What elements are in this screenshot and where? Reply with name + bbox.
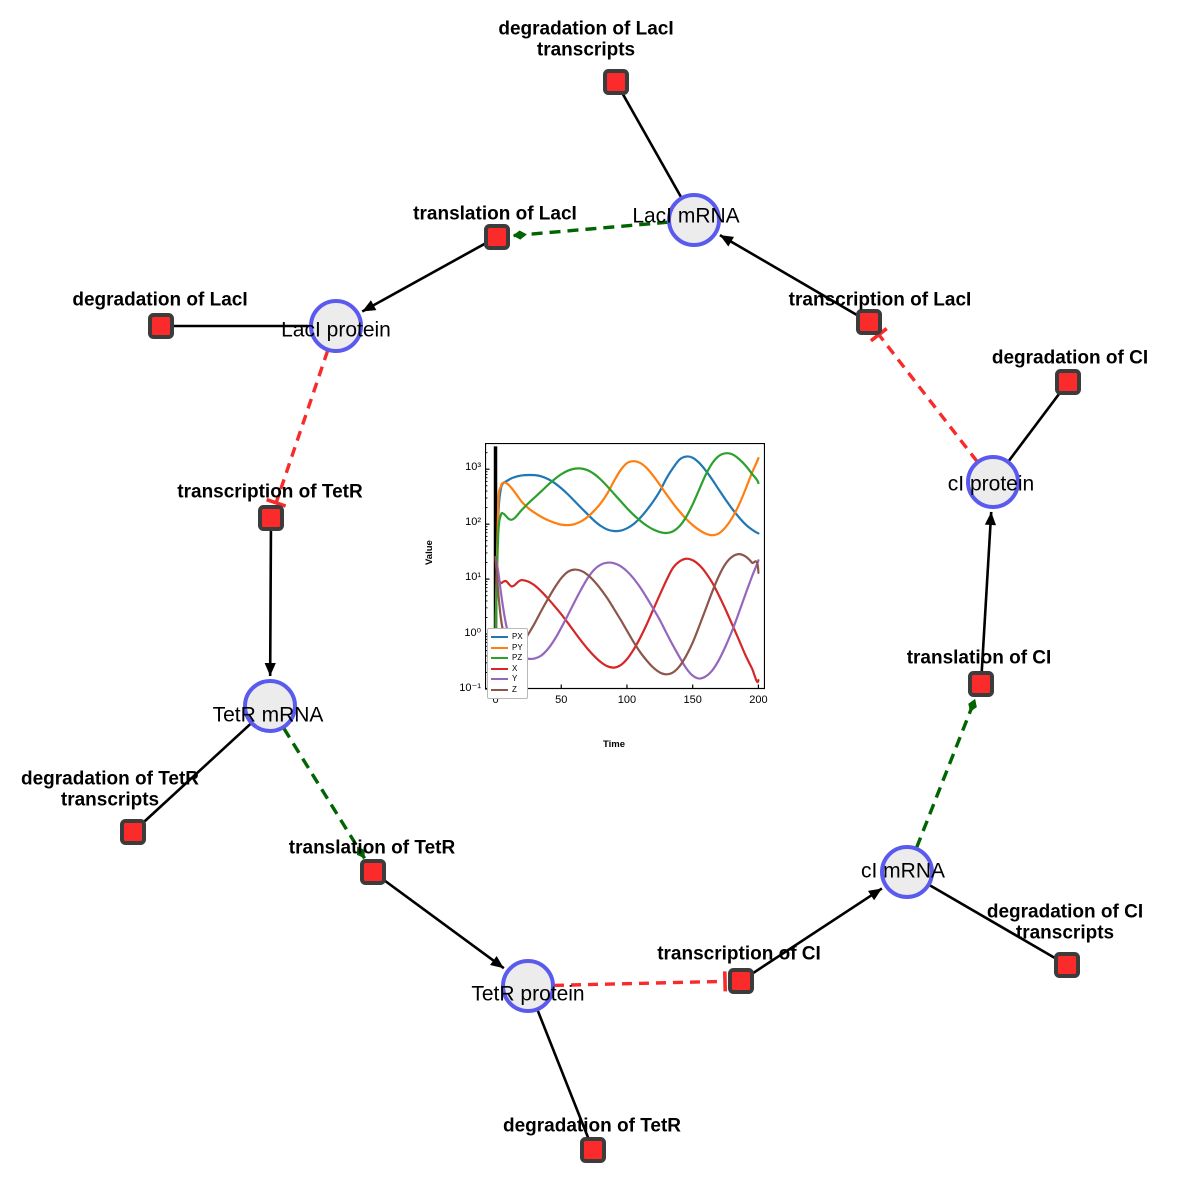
reaction-label-transcr_laci: transcription of LacI — [788, 289, 972, 311]
reaction-node-transcr_ci[interactable] — [728, 968, 754, 994]
reaction-node-deg_ci[interactable] — [1055, 369, 1081, 395]
plot-xtick: 0 — [492, 694, 499, 706]
reaction-node-deg_laci_transcripts[interactable] — [603, 69, 629, 95]
plot-xtick: 50 — [555, 694, 568, 706]
plot-xtick: 200 — [749, 694, 768, 706]
plot-ytick: 10² — [465, 516, 481, 529]
reaction-label-transcr_ci: transcription of CI — [657, 943, 821, 965]
plot-xtick: 150 — [683, 694, 702, 706]
species-label-laci_protein: LacI protein — [281, 318, 391, 342]
legend-label: PY — [512, 642, 523, 652]
reaction-label-transl_tetr: translation of TetR — [288, 837, 456, 859]
species-node-laci_protein[interactable] — [309, 299, 363, 353]
reaction-node-deg_laci[interactable] — [148, 313, 174, 339]
reaction-node-transl_ci[interactable] — [968, 671, 994, 697]
species-label-ci_mrna: cI mRNA — [861, 859, 945, 883]
species-label-ci_protein: cI protein — [947, 472, 1035, 496]
species-label-tetr_protein: TetR protein — [471, 982, 585, 1006]
reaction-label-transl_laci: translation of LacI — [413, 203, 577, 225]
reaction-label-deg_tetr_transcripts: degradation of TetR transcripts — [20, 768, 200, 811]
legend-entry: PZ — [491, 653, 523, 664]
species-node-laci_mrna[interactable] — [667, 193, 721, 247]
reaction-node-transcr_laci[interactable] — [856, 309, 882, 335]
legend-swatch — [491, 667, 508, 670]
reaction-node-deg_tetr_transcripts[interactable] — [120, 819, 146, 845]
species-node-ci_protein[interactable] — [966, 455, 1020, 509]
legend-entry: PX — [491, 632, 523, 643]
plot-ytick: 10⁰ — [464, 627, 481, 640]
reaction-node-transcr_tetr[interactable] — [258, 505, 284, 531]
legend-label: PZ — [512, 653, 523, 663]
reaction-label-deg_laci: degradation of LacI — [72, 289, 248, 311]
legend-label: PX — [512, 632, 523, 642]
reaction-label-deg_ci_transcripts: degradation of CI transcripts — [986, 901, 1144, 944]
reaction-node-deg_ci_transcripts[interactable] — [1054, 952, 1080, 978]
legend-swatch — [491, 657, 508, 660]
species-node-ci_mrna[interactable] — [880, 845, 934, 899]
plot-xtick: 100 — [617, 694, 637, 706]
legend-entry: Z — [491, 685, 523, 696]
legend-swatch — [491, 678, 508, 681]
legend-entry: Y — [491, 674, 523, 685]
plot-x-axis-label: Time — [603, 739, 626, 750]
reaction-node-deg_tetr[interactable] — [580, 1137, 606, 1163]
legend-swatch — [491, 636, 508, 639]
reaction-node-transl_laci[interactable] — [484, 224, 510, 250]
plot-ytick: 10³ — [465, 461, 481, 474]
plot-ytick: 10⁻¹ — [459, 682, 481, 694]
plot-ytick: 10¹ — [465, 571, 481, 584]
reaction-label-transcr_tetr: transcription of TetR — [177, 481, 363, 503]
reaction-label-deg_laci_transcripts: degradation of LacI transcripts — [498, 18, 674, 61]
plot-y-axis-label: Value — [424, 540, 435, 565]
reaction-node-transl_tetr[interactable] — [360, 859, 386, 885]
legend-entry: PY — [491, 643, 523, 654]
species-node-tetr_mrna[interactable] — [243, 679, 297, 733]
reaction-label-transl_ci: translation of CI — [906, 647, 1052, 669]
species-label-tetr_mrna: TetR mRNA — [212, 703, 324, 727]
legend-swatch — [491, 646, 508, 649]
legend-label: Z — [512, 684, 517, 694]
reaction-label-deg_tetr: degradation of TetR — [502, 1115, 682, 1137]
legend-swatch — [491, 688, 508, 691]
species-label-laci_mrna: LacI mRNA — [632, 204, 740, 228]
timecourse-inset-plot: 10⁻¹ 10⁰ 10¹ 10² 10³ 0 50 100 150 200 PX PY PZ X Y Z — [459, 443, 768, 718]
legend-entry: X — [491, 664, 523, 675]
plot-legend: PX PY PZ X Y Z — [487, 628, 528, 699]
reaction-label-deg_ci: degradation of CI — [991, 347, 1149, 369]
species-node-tetr_protein[interactable] — [501, 959, 555, 1013]
legend-label: X — [512, 663, 518, 673]
legend-label: Y — [512, 674, 518, 684]
